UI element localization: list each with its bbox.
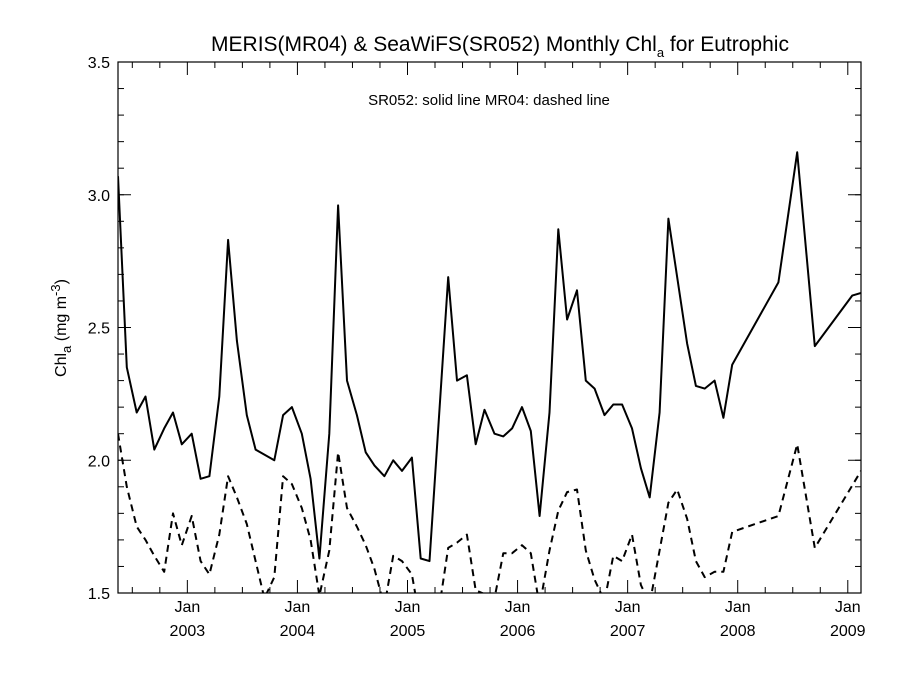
x-tick-label-month: Jan — [285, 599, 311, 616]
chart-title-main: MERIS(MR04) & SeaWiFS(SR052) Monthly Chl — [211, 33, 657, 56]
x-tick-label-year: 2006 — [500, 623, 536, 640]
y-axis-label-main: Chl — [53, 353, 70, 377]
x-tick-label-year: 2003 — [170, 623, 206, 640]
y-tick-label: 1.5 — [88, 586, 110, 603]
x-tick-label-month: Jan — [395, 599, 421, 616]
y-axis-label: Chla (mg m-3) — [48, 279, 74, 377]
y-tick-label: 2.0 — [88, 453, 110, 470]
ticks-layer: 1.5 2.0 2.5 3.0 3.5 Jan 2003 Jan 2004 Jan 2005 Jan 2… — [88, 55, 866, 640]
y-tick-label: 3.0 — [88, 188, 110, 205]
chart-annotation: SR052: solid line MR04: dashed line — [368, 92, 610, 109]
series-line-dashed — [118, 433, 861, 593]
x-tick-label-month: Jan — [615, 599, 641, 616]
chart-title: MERIS(MR04) & SeaWiFS(SR052) Monthly Chl… — [211, 33, 789, 60]
x-tick-label-year: 2008 — [720, 623, 756, 640]
y-axis-label-close: ) — [53, 279, 70, 284]
y-tick-label: 3.5 — [88, 55, 110, 72]
x-tick-label-year: 2007 — [610, 623, 646, 640]
x-tick-label-year: 2004 — [280, 623, 316, 640]
y-tick-label: 2.5 — [88, 321, 110, 338]
series-line-solid — [118, 151, 861, 563]
x-tick-label-month: Jan — [505, 599, 531, 616]
x-tick-label-year: 2005 — [390, 623, 426, 640]
y-axis-label-subscript: a — [59, 345, 74, 353]
x-tick-label-month: Jan — [835, 599, 861, 616]
y-axis-label-superscript: -3 — [48, 284, 63, 296]
x-tick-label-month: Jan — [174, 599, 200, 616]
chart-title-subscript: a — [657, 45, 665, 60]
chart-title-suffix: for Eutrophic — [664, 33, 789, 56]
x-tick-label-year: 2009 — [830, 623, 866, 640]
x-tick-label-month: Jan — [725, 599, 751, 616]
plot-frame — [117, 61, 862, 594]
y-axis-label-units: (mg m — [53, 296, 70, 346]
series-layer — [118, 151, 861, 593]
